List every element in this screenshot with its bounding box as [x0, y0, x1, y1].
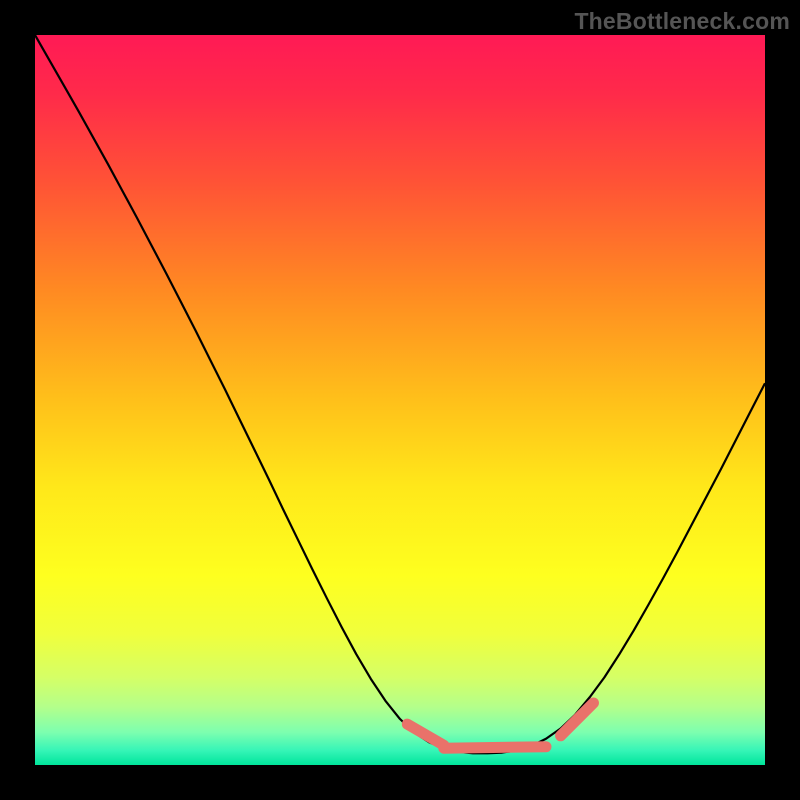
plot-svg	[35, 35, 765, 765]
watermark-text: TheBottleneck.com	[574, 8, 790, 35]
valley-mark-segment	[444, 747, 546, 748]
chart-stage: TheBottleneck.com	[0, 0, 800, 800]
gradient-background	[35, 35, 765, 765]
plot-area	[35, 35, 765, 765]
